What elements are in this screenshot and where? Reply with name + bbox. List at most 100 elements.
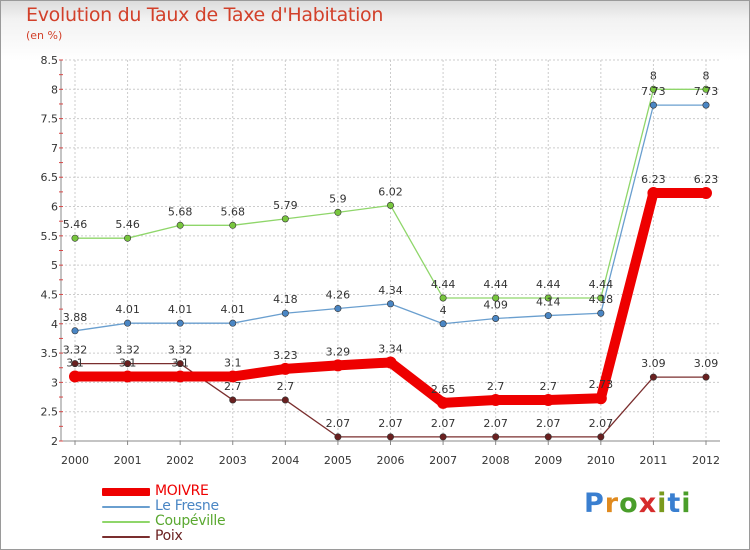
point-le-fresne xyxy=(281,309,289,317)
y-tick-label: 6.5 xyxy=(41,171,59,184)
x-tick-label: 2012 xyxy=(692,454,720,467)
point-moivre xyxy=(542,393,555,406)
point-le-fresne xyxy=(439,320,447,328)
legend-label: Le Fresne xyxy=(155,498,219,514)
point-poix xyxy=(439,433,447,441)
data-label-coup-ville: 4.44 xyxy=(589,278,614,291)
data-label-poix: 2.07 xyxy=(378,417,403,430)
x-tick-label: 2004 xyxy=(271,454,299,467)
data-label-poix: 2.07 xyxy=(431,417,456,430)
data-label-le-fresne: 4.01 xyxy=(168,303,193,316)
x-tick-label: 2002 xyxy=(166,454,194,467)
legend-item: Coupéville xyxy=(102,513,322,529)
data-label-coup-ville: 5.46 xyxy=(63,218,88,231)
legend-swatch xyxy=(102,521,150,523)
data-label-poix: 3.32 xyxy=(168,344,193,357)
y-tick-label: 2.5 xyxy=(41,406,59,419)
x-tick-label: 2009 xyxy=(534,454,562,467)
unit-label: (en %) xyxy=(26,29,63,42)
point-coup-ville xyxy=(544,294,552,302)
point-le-fresne xyxy=(386,300,394,308)
point-le-fresne xyxy=(597,309,605,317)
point-le-fresne xyxy=(334,305,342,313)
data-label-coup-ville: 5.46 xyxy=(115,218,140,231)
point-le-fresne xyxy=(71,327,79,335)
x-tick-label: 2005 xyxy=(324,454,352,467)
y-tick-label: 8.5 xyxy=(41,54,59,67)
point-poix xyxy=(124,360,132,368)
y-tick-label: 6 xyxy=(51,201,58,214)
y-tick-label: 3 xyxy=(51,376,58,389)
point-poix xyxy=(229,396,237,404)
point-le-fresne xyxy=(229,319,237,327)
data-label-coup-ville: 4.44 xyxy=(536,278,561,291)
logo-letter: i xyxy=(681,488,692,519)
data-label-moivre: 2.65 xyxy=(431,383,456,396)
point-le-fresne xyxy=(649,101,657,109)
x-tick-label: 2011 xyxy=(639,454,667,467)
legend-label: Coupéville xyxy=(155,513,226,529)
data-label-coup-ville: 4.44 xyxy=(431,278,456,291)
data-label-le-fresne: 7.73 xyxy=(694,85,719,98)
data-label-coup-ville: 8 xyxy=(650,69,657,82)
data-label-moivre: 6.23 xyxy=(694,173,719,186)
data-label-moivre: 2.73 xyxy=(589,378,614,391)
data-label-moivre: 3.34 xyxy=(378,342,403,355)
y-tick-label: 8 xyxy=(51,83,58,96)
x-tick-label: 2006 xyxy=(377,454,405,467)
point-poix xyxy=(649,373,657,381)
data-label-coup-ville: 5.68 xyxy=(221,205,246,218)
y-tick-label: 7 xyxy=(51,142,58,155)
point-coup-ville xyxy=(702,85,710,93)
data-label-le-fresne: 4.14 xyxy=(536,296,561,309)
point-moivre xyxy=(174,370,187,383)
point-coup-ville xyxy=(649,85,657,93)
data-label-poix: 2.07 xyxy=(483,417,508,430)
y-tick-label: 5 xyxy=(51,259,58,272)
y-tick-label: 5.5 xyxy=(41,230,59,243)
legend: MOIVRE Le Fresne Coupéville Poix xyxy=(102,483,322,544)
y-tick-label: 7.5 xyxy=(41,113,59,126)
data-label-moivre: 3.29 xyxy=(326,345,351,358)
point-moivre xyxy=(384,356,397,369)
point-poix xyxy=(176,360,184,368)
point-coup-ville xyxy=(71,234,79,242)
y-tick-label: 4.5 xyxy=(41,288,59,301)
point-le-fresne xyxy=(492,314,500,322)
x-tick-label: 2010 xyxy=(587,454,615,467)
logo-letter: P xyxy=(584,488,605,519)
logo-letter: r xyxy=(604,488,620,519)
point-moivre xyxy=(331,359,344,372)
data-label-poix: 3.09 xyxy=(694,357,719,370)
legend-swatch xyxy=(102,506,150,508)
data-label-moivre: 3.1 xyxy=(171,357,189,370)
data-label-le-fresne: 4 xyxy=(440,304,447,317)
point-moivre xyxy=(647,187,660,200)
data-label-coup-ville: 8 xyxy=(703,69,710,82)
point-poix xyxy=(386,433,394,441)
data-label-coup-ville: 6.02 xyxy=(378,185,403,198)
data-label-poix: 2.7 xyxy=(224,380,242,393)
data-label-coup-ville: 5.68 xyxy=(168,205,193,218)
data-label-le-fresne: 3.88 xyxy=(63,311,88,324)
data-label-le-fresne: 4.18 xyxy=(273,293,298,306)
point-moivre xyxy=(226,370,239,383)
logo-letter: x xyxy=(638,488,658,519)
point-moivre xyxy=(121,370,134,383)
point-le-fresne xyxy=(124,319,132,327)
data-label-moivre: 2.7 xyxy=(487,380,505,393)
point-moivre xyxy=(279,362,292,375)
data-label-le-fresne: 4.01 xyxy=(115,303,140,316)
data-label-poix: 3.32 xyxy=(115,344,140,357)
data-label-moivre: 6.23 xyxy=(641,173,666,186)
data-label-moivre: 3.1 xyxy=(66,357,84,370)
point-moivre xyxy=(700,187,712,200)
point-moivre xyxy=(489,393,502,406)
data-label-le-fresne: 4.26 xyxy=(326,289,351,302)
data-label-le-fresne: 4.34 xyxy=(378,284,403,297)
point-coup-ville xyxy=(281,215,289,223)
legend-label: Poix xyxy=(155,528,183,544)
x-tick-label: 2003 xyxy=(219,454,247,467)
proxiti-logo: Proxiti xyxy=(584,488,692,519)
point-poix xyxy=(492,433,500,441)
